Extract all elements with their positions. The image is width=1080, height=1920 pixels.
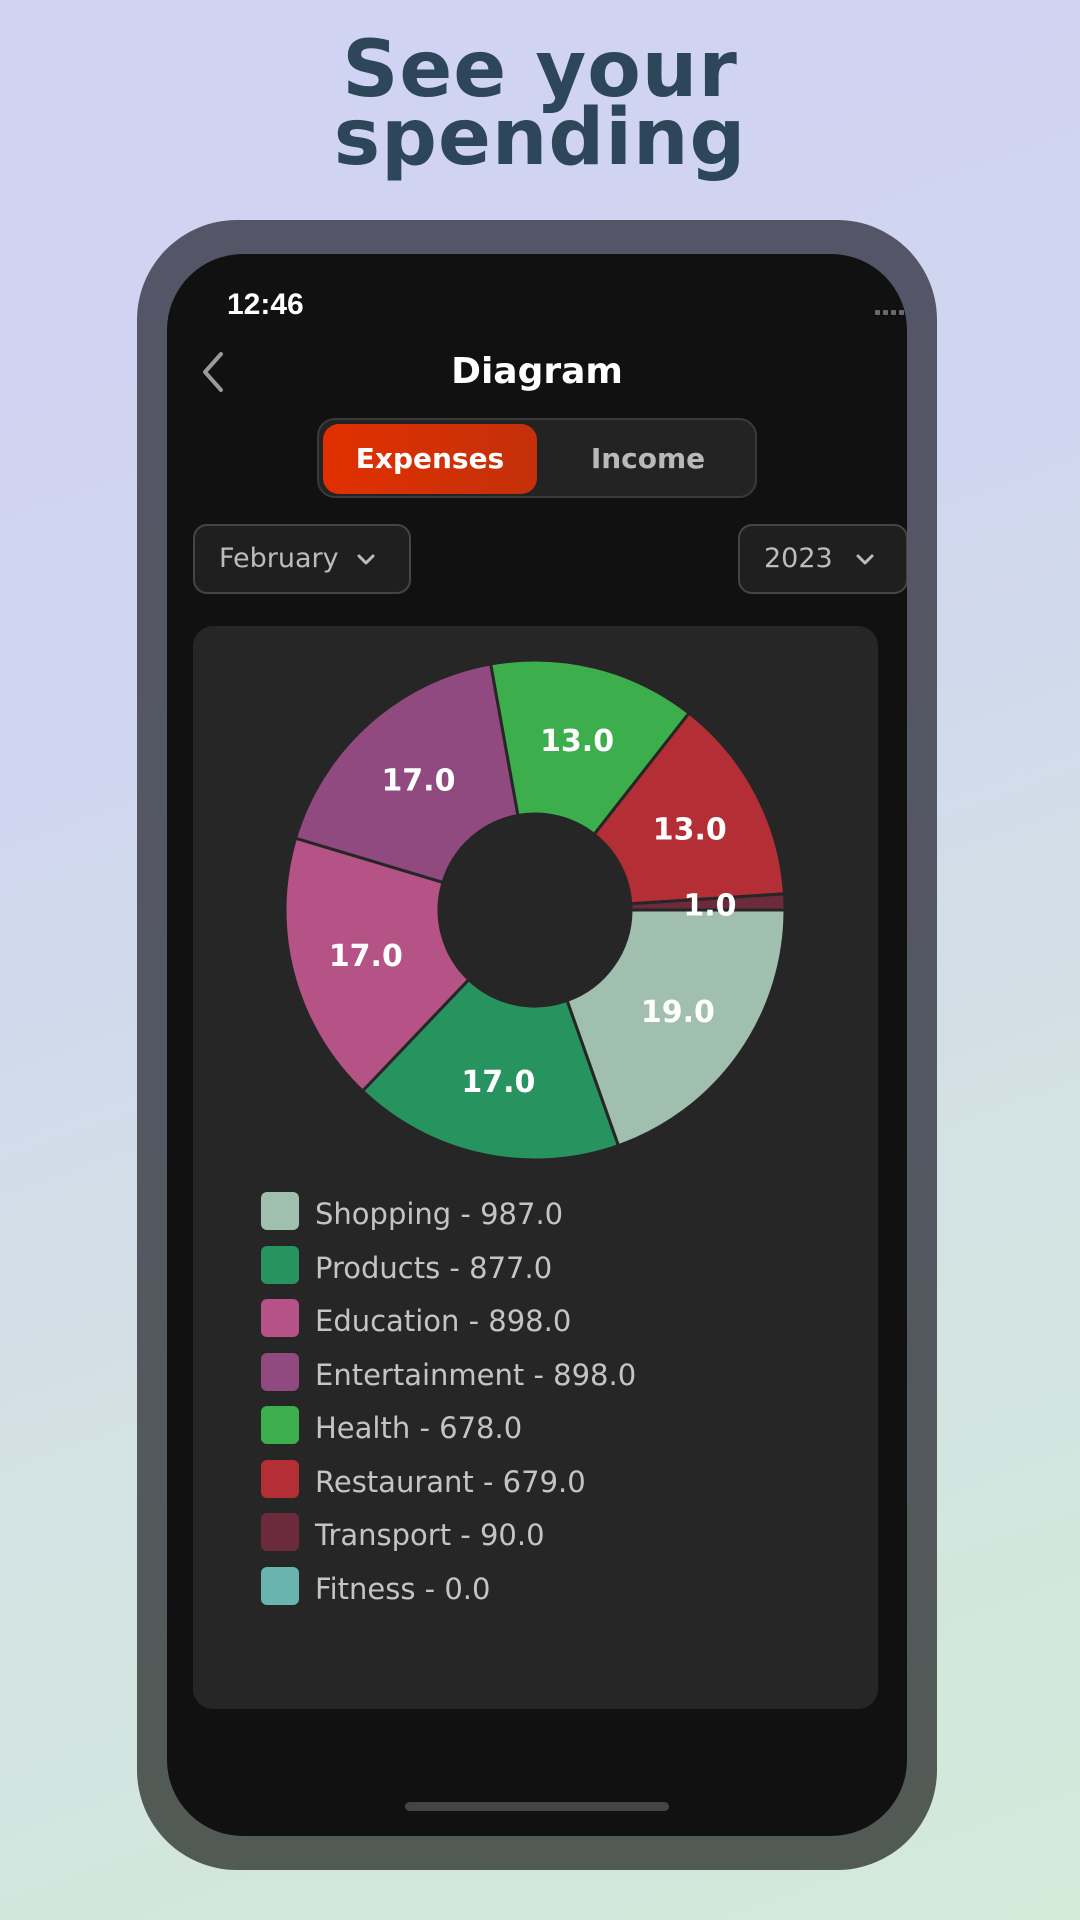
back-chevron-icon[interactable] — [191, 342, 235, 402]
headline-line-1: See your — [342, 25, 738, 115]
tab-income[interactable]: Income — [590, 442, 706, 475]
legend-label-education: Education - 898.0 — [315, 1304, 572, 1338]
legend-label-shopping: Shopping - 987.0 — [315, 1197, 564, 1231]
year-value: 2023 — [764, 543, 833, 574]
headline-line-2: spending — [333, 93, 747, 183]
type-segmented-control: Expenses Income — [317, 418, 757, 498]
month-dropdown[interactable]: February — [193, 524, 411, 594]
legend-swatch-restaurant — [261, 1459, 299, 1498]
chart-card: 19.0 17.0 17.0 17.0 13.0 13.0 1.0 Shopping - 9… — [193, 626, 878, 1709]
legend-label-entertainment: Entertainment - 898.0 — [315, 1357, 637, 1392]
legend-swatch-health — [261, 1406, 299, 1444]
slice-health[interactable] — [488, 658, 692, 837]
phone-frame: 12:46 Diagram Expenses — [137, 220, 937, 1870]
donut-chart: 19.0 17.0 17.0 17.0 13.0 13.0 1.0 — [283, 658, 787, 1162]
chevron-down-icon — [357, 554, 375, 565]
slice-label-restaurant: 13.0 — [653, 812, 727, 847]
year-dropdown[interactable]: 2023 — [738, 524, 907, 594]
slice-label-health: 13.0 — [540, 724, 614, 759]
slice-restaurant[interactable] — [592, 711, 787, 906]
home-indicator — [405, 1802, 669, 1811]
slice-education[interactable] — [283, 836, 471, 1094]
screen-title: Diagram — [451, 351, 623, 392]
slice-label-education: 17.0 — [329, 939, 403, 974]
status-time: 12:46 — [227, 288, 304, 321]
legend-label-products: Products - 877.0 — [315, 1250, 553, 1285]
legend-swatch-entertainment — [261, 1352, 299, 1391]
legend-label-restaurant: Restaurant - 679.0 — [315, 1464, 586, 1499]
legend-swatch-fitness — [261, 1566, 299, 1605]
slice-entertainment[interactable] — [293, 662, 520, 885]
legend-swatch-products — [261, 1245, 299, 1284]
legend-swatch-shopping — [261, 1192, 299, 1230]
month-value: February — [219, 543, 339, 574]
chevron-down-icon — [856, 554, 874, 565]
cellular-signal-icon — [875, 310, 904, 315]
legend-label-fitness: Fitness - 0.0 — [315, 1571, 491, 1606]
slice-label-products: 17.0 — [461, 1065, 535, 1100]
legend-label-health: Health - 678.0 — [315, 1411, 523, 1445]
tab-expenses[interactable]: Expenses — [323, 424, 537, 494]
slice-label-transport: 1.0 — [683, 888, 736, 923]
legend-swatch-education — [261, 1299, 299, 1337]
legend-label-transport: Transport - 90.0 — [315, 1518, 545, 1552]
headline: See your spending — [0, 25, 1080, 183]
legend-swatch-transport — [261, 1513, 299, 1551]
slice-transport[interactable] — [629, 892, 787, 912]
app-screen: 12:46 Diagram Expenses — [167, 254, 907, 1836]
slice-label-shopping: 19.0 — [641, 995, 715, 1030]
slice-shopping[interactable] — [565, 908, 787, 1148]
slice-label-entertainment: 17.0 — [381, 763, 455, 798]
